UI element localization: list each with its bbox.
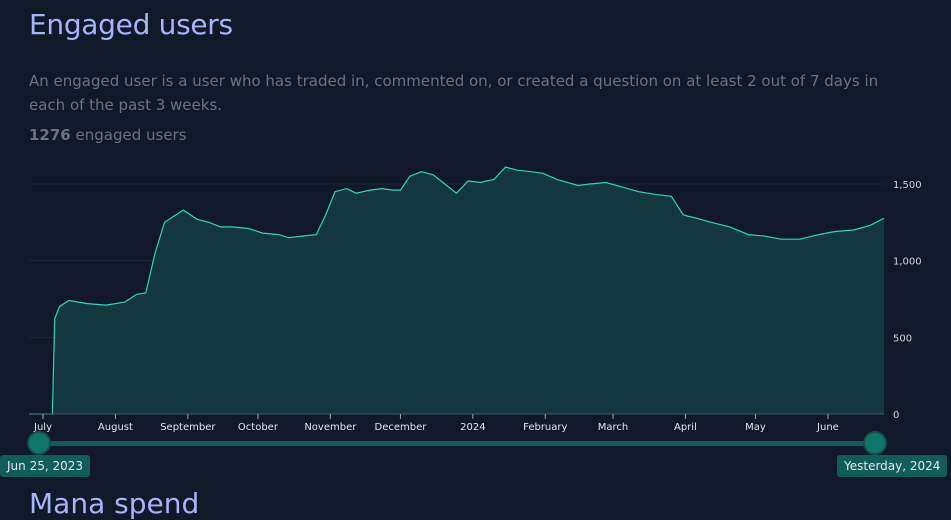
next-section-title: Mana spend [29, 487, 200, 520]
x-tick-label: October [238, 422, 279, 433]
x-tick-label: February [523, 422, 567, 433]
x-tick-label: September [160, 422, 216, 433]
engaged-users-count: 1276 [29, 126, 71, 144]
description-text: An engaged user is a user who has traded… [29, 72, 879, 114]
x-tick-label: December [375, 422, 428, 433]
x-tick-label: August [98, 422, 133, 433]
engaged-users-suffix: engaged users [70, 126, 187, 144]
range-end-handle[interactable] [865, 433, 885, 453]
engaged-users-chart: 0 500 1,000 1,500 July August September October… [29, 166, 922, 433]
x-tick-label: March [598, 422, 628, 433]
engaged-users-area [29, 167, 884, 414]
engaged-users-line [29, 166, 885, 415]
x-tick-label: May [745, 422, 766, 433]
x-tick-label: 2024 [460, 422, 485, 433]
date-range-slider-track[interactable] [39, 441, 875, 446]
x-tick-label: April [674, 422, 697, 433]
y-tick-label: 500 [893, 333, 912, 344]
x-tick-label: June [816, 422, 839, 433]
page-title: Engaged users [29, 8, 233, 41]
y-tick-label: 0 [893, 410, 899, 421]
range-start-label: Jun 25, 2023 [0, 455, 91, 477]
range-end-label: Yesterday, 2024 [837, 455, 948, 477]
x-tick-label: July [33, 422, 52, 433]
y-tick-label: 1,500 [893, 180, 922, 191]
engaged-users-summary: 1276 engaged users [29, 126, 187, 144]
x-tick-label: November [304, 422, 357, 433]
y-tick-label: 1,000 [893, 257, 922, 268]
range-start-handle[interactable] [29, 433, 49, 453]
